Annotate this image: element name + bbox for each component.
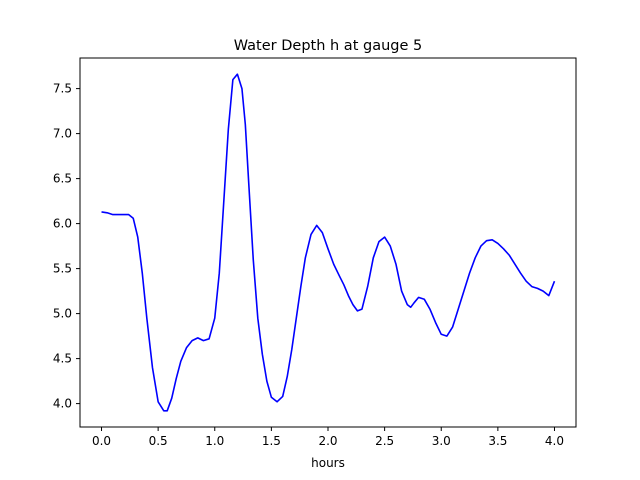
x-tick-label: 4.0 [545,434,564,448]
y-tick-label: 7.0 [53,127,72,141]
series-line-0 [101,73,556,412]
x-tick-label: 0.5 [149,434,168,448]
y-tick-label: 4.5 [53,352,72,366]
y-tick-label: 4.0 [53,397,72,411]
chart-title: Water Depth h at gauge 5 [234,38,422,54]
y-tick-label: 7.5 [53,82,72,96]
plot-frame [79,57,577,428]
x-axis-label: hours [311,456,345,470]
x-axis: 0.0 0.5 1.0 1.5 2.0 2.5 3.0 3.5 4.0 [92,427,564,448]
x-tick-label: 3.5 [488,434,507,448]
y-tick-label: 5.0 [53,307,72,321]
x-tick-label: 1.0 [205,434,224,448]
x-tick-label: 0.0 [92,434,111,448]
series-layer [101,73,556,412]
y-axis: 4.0 4.5 5.0 5.5 6.0 6.5 7.0 7.5 [53,82,80,411]
y-tick-label: 5.5 [53,262,72,276]
x-tick-label: 2.0 [318,434,337,448]
y-tick-label: 6.5 [53,172,72,186]
x-tick-label: 1.5 [262,434,281,448]
x-tick-label: 3.0 [432,434,451,448]
x-tick-label: 2.5 [375,434,394,448]
y-tick-label: 6.0 [53,217,72,231]
